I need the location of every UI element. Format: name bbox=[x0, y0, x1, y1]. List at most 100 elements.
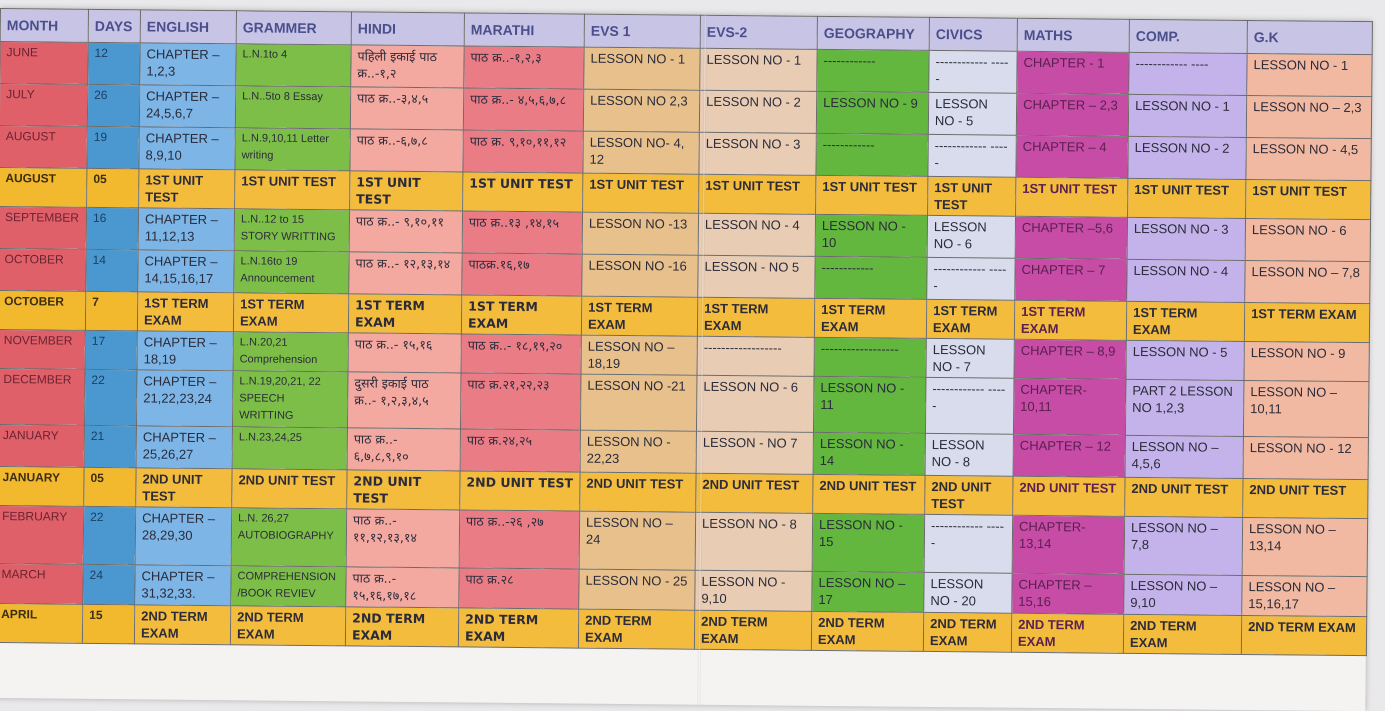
cell-evs2: LESSON - NO 5 bbox=[697, 255, 816, 299]
cell-maths: 1ST TERM EXAM bbox=[1014, 300, 1127, 341]
cell-geography: LESSON NO - 9 bbox=[816, 91, 929, 135]
cell-maths: CHAPTER – 7 bbox=[1014, 258, 1128, 302]
cell-gk: LESSON NO - 1 bbox=[1246, 53, 1373, 97]
cell-evs1: LESSON NO - 1 bbox=[583, 47, 701, 91]
cell-evs1: LESSON NO- 4, 12 bbox=[582, 131, 700, 175]
cell-gk: LESSON NO – 15,16,17 bbox=[1241, 575, 1368, 617]
cell-english: CHAPTER – 24,5,6,7 bbox=[139, 84, 236, 128]
cell-maths: 2ND TERM EXAM bbox=[1011, 613, 1124, 654]
cell-marathi: पाठ क्र.२१,२२,२३ bbox=[460, 372, 582, 431]
cell-maths: 2ND UNIT TEST bbox=[1012, 476, 1126, 517]
cell-comp: 2ND UNIT TEST bbox=[1124, 477, 1244, 518]
cell-civics: ------------ ----- bbox=[928, 50, 1018, 94]
cell-geography: LESSON NO - 14 bbox=[813, 432, 926, 476]
cell-month: NOVEMBER bbox=[0, 329, 86, 370]
cell-civics: ------------ ----- bbox=[926, 257, 1016, 301]
cell-maths: 1ST UNIT TEST bbox=[1015, 177, 1128, 218]
cell-geography: ------------ bbox=[816, 49, 930, 93]
cell-english: CHAPTER – 25,26,27 bbox=[136, 425, 233, 469]
cell-evs1: LESSON NO -21 bbox=[580, 374, 698, 432]
header-english: ENGLISH bbox=[140, 9, 237, 44]
cell-evs1: 1ST TERM EXAM bbox=[581, 296, 698, 337]
cell-english: CHAPTER – 1,2,3 bbox=[139, 42, 237, 86]
header-days: DAYS bbox=[88, 9, 141, 43]
header-grammer: GRAMMER bbox=[236, 10, 352, 45]
cell-month: SEPTEMBER bbox=[0, 206, 87, 250]
cell-geography: 1ST TERM EXAM bbox=[814, 298, 927, 339]
cell-geography: 2ND TERM EXAM bbox=[811, 611, 924, 652]
cell-marathi: पाठ क्र..१३ ,१४,१५ bbox=[462, 210, 583, 255]
cell-civics: ------------ ----- bbox=[925, 377, 1014, 435]
cell-evs1: 2ND TERM EXAM bbox=[578, 609, 695, 650]
cell-gk: LESSON NO – 10,11 bbox=[1243, 380, 1369, 438]
cell-hindi: दुसरी इकाई पाठ क्र..- १,२,३,४,५ bbox=[347, 371, 462, 429]
cell-month: APRIL bbox=[0, 603, 83, 644]
cell-geography: LESSON NO - 15 bbox=[812, 513, 925, 573]
cell-hindi: 2ND UNIT TEST bbox=[346, 469, 461, 510]
cell-comp: LESSON NO – 7,8 bbox=[1124, 516, 1243, 576]
cell-maths: CHAPTER - 1 bbox=[1016, 51, 1130, 95]
cell-evs1: LESSON NO -16 bbox=[581, 254, 699, 298]
cell-days: 14 bbox=[85, 249, 139, 292]
cell-days: 21 bbox=[84, 425, 137, 468]
cell-hindi: पाठ क्र..- १२,१३,१४ bbox=[348, 251, 463, 295]
header-marathi: MARATHI bbox=[464, 12, 585, 48]
cell-grammer: L.N.23,24,25 bbox=[232, 426, 348, 470]
cell-days: 22 bbox=[84, 369, 138, 426]
cell-hindi: 1ST TERM EXAM bbox=[348, 293, 462, 334]
cell-marathi: पाठक्र.१६,१७ bbox=[461, 252, 583, 297]
cell-grammer: COMPREHENSION /BOOK REVIEV bbox=[230, 565, 347, 607]
cell-grammer: L.N.1to 4 bbox=[235, 43, 352, 87]
cell-month: AUGUST bbox=[0, 125, 88, 169]
cell-geography: 2ND UNIT TEST bbox=[812, 474, 926, 515]
cell-comp: LESSON NO – 4,5,6 bbox=[1125, 435, 1244, 479]
cell-hindi: पहिली इकाई पाठ क्र..-१,२ bbox=[350, 44, 465, 88]
cell-month: FEBRUARY bbox=[0, 505, 84, 565]
cell-maths: CHAPTER – 12 bbox=[1013, 434, 1126, 478]
cell-gk: LESSON NO - 12 bbox=[1243, 436, 1369, 480]
cell-english: CHAPTER – 28,29,30 bbox=[135, 506, 232, 566]
cell-gk: 1ST UNIT TEST bbox=[1245, 179, 1371, 220]
cell-month: AUGUST bbox=[0, 167, 87, 208]
cell-english: 2ND UNIT TEST bbox=[135, 467, 233, 508]
cell-evs2: LESSON NO - 2 bbox=[699, 90, 817, 134]
cell-civics: LESSON NO - 8 bbox=[925, 433, 1014, 477]
cell-grammer: 2ND TERM EXAM bbox=[230, 605, 346, 646]
cell-grammer: 1ST UNIT TEST bbox=[234, 169, 350, 210]
cell-english: CHAPTER – 31,32,33. bbox=[134, 564, 232, 606]
cell-days: 16 bbox=[86, 207, 139, 250]
cell-hindi: पाठ क्र..- ११,१२,१३,१४ bbox=[346, 508, 460, 568]
cell-evs1: LESSON NO 2,3 bbox=[583, 89, 700, 133]
cell-days: 7 bbox=[85, 291, 138, 331]
cell-evs1: LESSON NO – 24 bbox=[579, 511, 696, 571]
header-month: MONTH bbox=[0, 8, 89, 43]
cell-gk: LESSON NO – 2,3 bbox=[1246, 95, 1372, 139]
cell-grammer: L.N.9,10,11 Letter writing bbox=[234, 127, 351, 171]
cell-gk: LESSON NO - 6 bbox=[1245, 218, 1371, 262]
cell-comp: PART 2 LESSON NO 1,2,3 bbox=[1125, 379, 1244, 437]
cell-comp: ------------ ---- bbox=[1128, 52, 1248, 96]
cell-comp: LESSON NO - 1 bbox=[1128, 94, 1247, 138]
cell-evs2: LESSON NO - 4 bbox=[698, 213, 816, 257]
header-hindi: HINDI bbox=[351, 11, 465, 46]
cell-gk: LESSON NO - 9 bbox=[1243, 341, 1370, 382]
cell-evs1: 1ST UNIT TEST bbox=[582, 173, 699, 214]
header-comp: COMP. bbox=[1129, 19, 1248, 54]
cell-geography: ------------------ bbox=[814, 337, 927, 378]
cell-geography: ------------ bbox=[815, 133, 929, 177]
cell-marathi: पाठ क्र..- १८,१९,२० bbox=[461, 333, 582, 375]
cell-hindi: पाठ क्र..-३,४,५ bbox=[350, 86, 464, 130]
cell-evs1: 2ND UNIT TEST bbox=[579, 472, 697, 513]
cell-month: MARCH bbox=[0, 563, 84, 605]
cell-hindi: पाठ क्र..- १५,१६,१७,१८ bbox=[345, 566, 460, 608]
cell-marathi: पाठ क्र. ९,१०,११,१२ bbox=[462, 129, 584, 174]
cell-days: 26 bbox=[87, 84, 140, 127]
cell-english: 1ST TERM EXAM bbox=[137, 291, 234, 332]
cell-grammer: L.N.20,21 Comprehension bbox=[233, 331, 349, 372]
cell-evs2: 1ST TERM EXAM bbox=[697, 297, 815, 338]
cell-days: 19 bbox=[86, 126, 140, 169]
header-geography: GEOGRAPHY bbox=[817, 16, 930, 51]
cell-marathi: 1ST TERM EXAM bbox=[461, 294, 582, 336]
cell-month: OCTOBER bbox=[0, 290, 86, 331]
cell-maths: CHAPTER – 2,3 bbox=[1016, 93, 1129, 137]
